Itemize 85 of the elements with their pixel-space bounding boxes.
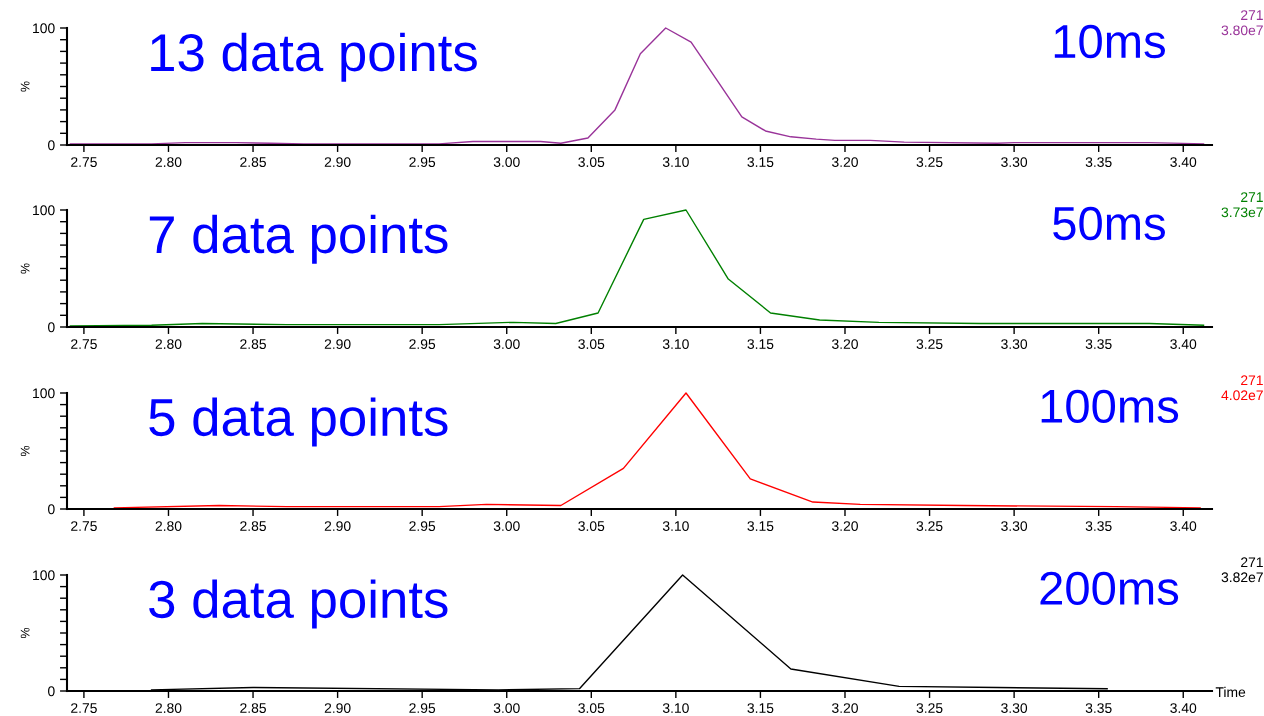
annotation: 50ms (1053, 206, 1165, 241)
x-tick-label: 2.75 (71, 339, 97, 350)
annotation: 5 data points (149, 397, 448, 447)
x-tick-label: 2.95 (409, 521, 436, 532)
x-tick-label: 3.15 (747, 157, 774, 168)
x-tick-label: 2.95 (409, 157, 436, 168)
x-tick-label: 3.30 (1001, 157, 1028, 168)
y-tick-label: 0 (48, 504, 55, 515)
annotation: 7 data points (149, 214, 448, 264)
text: 271 (1241, 557, 1263, 567)
y-tick-label: 100 (33, 388, 55, 399)
x-tick-label: 3.30 (1001, 521, 1028, 532)
annotation: 200ms (1040, 571, 1179, 606)
x-tick-label: 2.80 (155, 703, 182, 714)
x-tick-label: 3.35 (1085, 703, 1112, 714)
text: 4.02e7 (1221, 390, 1263, 401)
x-tick-label: 3.05 (578, 157, 605, 168)
x-tick-label: 3.20 (832, 339, 858, 350)
x-tick-label: 3.15 (747, 339, 774, 350)
x-tick-label: 3.30 (1001, 703, 1028, 714)
x-tick-label: 3.10 (662, 339, 689, 350)
y-axis-title: % (20, 263, 30, 274)
text: 3.80e7 (1221, 25, 1263, 36)
text: 3.73e7 (1221, 207, 1263, 218)
y-tick-label: 0 (48, 686, 55, 697)
x-tick-label: 3.30 (1001, 339, 1028, 350)
x-tick-label: 3.20 (832, 703, 858, 714)
x-tick-label: 3.10 (662, 157, 689, 168)
x-tick-label: 3.40 (1170, 703, 1197, 714)
x-tick-label: 3.15 (747, 703, 774, 714)
x-tick-label: 3.05 (578, 521, 605, 532)
y-tick-label: 0 (48, 140, 55, 151)
text: 3.82e7 (1221, 572, 1263, 583)
x-tick-label: 3.10 (662, 521, 689, 532)
x-tick-label: 3.35 (1085, 157, 1112, 168)
annotation: 10ms (1054, 24, 1165, 59)
annotation: 3 data points (149, 579, 448, 629)
x-tick-label: 2.75 (71, 157, 97, 168)
x-tick-label: 2.90 (324, 703, 351, 714)
y-axis-title: % (20, 627, 30, 639)
x-tick-label: 3.40 (1170, 521, 1197, 532)
y-axis-title: % (20, 445, 30, 457)
x-tick-label: 3.35 (1085, 339, 1112, 350)
x-tick-label: 3.25 (916, 521, 943, 532)
x-tick-label: 2.90 (324, 521, 351, 532)
x-tick-label: 3.15 (747, 521, 774, 532)
x-tick-label: 2.90 (324, 339, 351, 350)
y-tick-label: 100 (33, 23, 55, 34)
x-tick-label: 3.05 (578, 339, 605, 350)
x-tick-label: 2.85 (240, 339, 266, 350)
x-tick-label: 3.00 (493, 157, 520, 168)
annotation: 13 data points (151, 32, 477, 82)
x-tick-label: 2.80 (155, 157, 182, 168)
x-tick-label: 3.25 (916, 703, 943, 714)
x-tick-label: 2.75 (71, 703, 97, 714)
annotation: 100ms (1041, 389, 1179, 424)
x-tick-label: 2.85 (240, 157, 266, 168)
x-tick-label: 2.85 (240, 521, 266, 532)
y-axis-title: % (20, 81, 30, 92)
x-tick-label: 2.80 (155, 521, 182, 532)
text: 271 (1241, 375, 1263, 385)
y-tick-label: 100 (33, 205, 55, 216)
text: 271 (1241, 10, 1263, 20)
x-tick-label: 2.75 (71, 521, 97, 532)
x-tick-label: 3.00 (493, 521, 520, 532)
x-axis-title: Time (1215, 686, 1246, 698)
x-tick-label: 3.05 (578, 703, 605, 714)
x-tick-label: 3.40 (1170, 339, 1197, 350)
x-tick-label: 3.40 (1170, 157, 1197, 168)
x-tick-label: 3.00 (493, 703, 520, 714)
x-tick-label: 2.90 (324, 157, 351, 168)
x-tick-label: 3.20 (832, 521, 858, 532)
x-tick-label: 3.25 (916, 339, 943, 350)
y-tick-label: 0 (48, 322, 55, 333)
x-tick-label: 3.35 (1085, 521, 1112, 532)
x-tick-label: 3.25 (916, 157, 943, 168)
y-tick-label: 100 (33, 570, 55, 581)
x-tick-label: 2.85 (240, 703, 266, 714)
x-tick-label: 2.95 (409, 703, 436, 714)
x-tick-label: 3.00 (493, 339, 520, 350)
x-tick-label: 3.20 (832, 157, 858, 168)
x-tick-label: 2.95 (409, 339, 436, 350)
x-tick-label: 3.10 (662, 703, 689, 714)
text: 271 (1241, 192, 1263, 202)
x-tick-label: 2.80 (155, 339, 182, 350)
